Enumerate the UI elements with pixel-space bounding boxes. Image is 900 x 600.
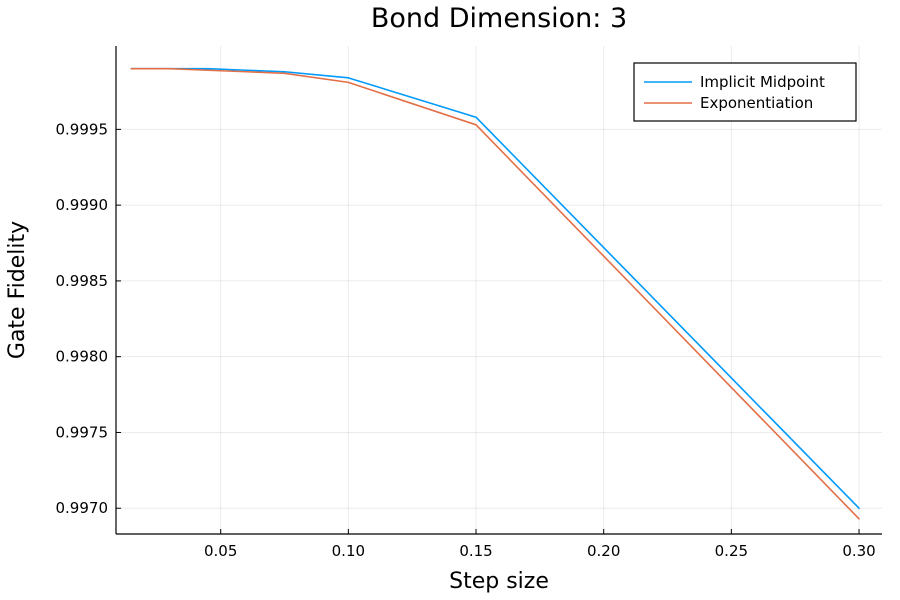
legend-label: Implicit Midpoint	[700, 73, 825, 91]
legend: Implicit Midpoint Exponentiation	[633, 62, 857, 122]
x-ticks: 0.05 0.10 0.15 0.20 0.25 0.30	[204, 529, 876, 560]
y-tick-label: 0.9995	[56, 120, 109, 138]
legend-label: Exponentiation	[700, 94, 813, 112]
y-ticks: 0.9970 0.9975 0.9980 0.9985 0.9990 0.9995	[56, 120, 121, 517]
series-line-0	[130, 67, 860, 510]
x-tick-label: 0.20	[587, 542, 620, 560]
x-tick-label: 0.30	[842, 542, 875, 560]
x-axis-label: Step size	[449, 569, 549, 594]
y-axis-label: Gate Fidelity	[5, 221, 30, 359]
x-tick-label: 0.10	[332, 542, 365, 560]
y-tick-label: 0.9970	[56, 499, 109, 517]
legend-box	[633, 62, 857, 122]
x-tick-label: 0.05	[204, 542, 237, 560]
series-line-1	[130, 67, 860, 520]
x-tick-label: 0.15	[459, 542, 492, 560]
y-tick-label: 0.9980	[56, 348, 109, 366]
axes	[115, 46, 882, 535]
y-tick-label: 0.9985	[56, 272, 109, 290]
y-tick-label: 0.9975	[56, 423, 109, 441]
series	[130, 67, 860, 520]
y-tick-label: 0.9990	[56, 196, 109, 214]
chart-title: Bond Dimension: 3	[371, 3, 627, 34]
grid	[116, 46, 882, 534]
x-tick-label: 0.25	[715, 542, 748, 560]
